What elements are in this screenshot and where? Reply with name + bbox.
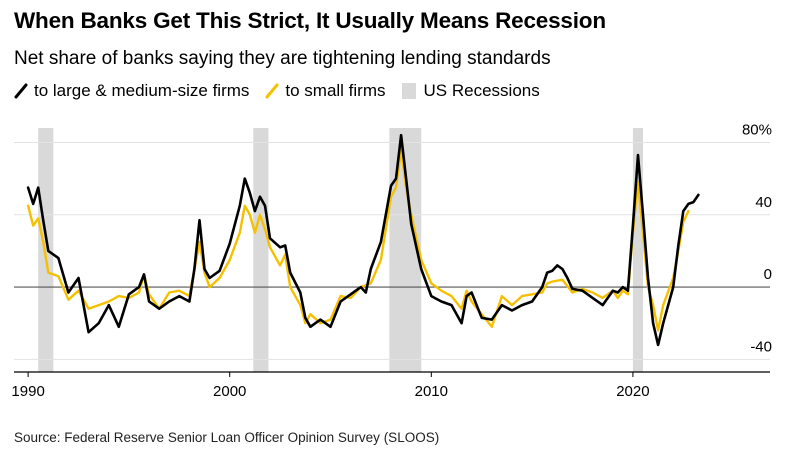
recession-band-3 bbox=[632, 128, 643, 372]
y-tick-label-40: 40 bbox=[755, 194, 772, 211]
legend-item-small-firms: to small firms bbox=[265, 81, 386, 101]
x-tick-label-2000: 2000 bbox=[213, 383, 246, 400]
chart-title: When Banks Get This Strict, It Usually M… bbox=[14, 8, 606, 33]
legend-item-recessions: US Recessions bbox=[401, 81, 540, 101]
x-tick-label-2010: 2010 bbox=[415, 383, 448, 400]
legend-swatch-small-firms bbox=[265, 83, 279, 99]
x-axis: 1990 2000 2010 2020 bbox=[11, 371, 770, 400]
recession-band-1 bbox=[253, 128, 269, 372]
chart-subtitle: Net share of banks saying they are tight… bbox=[14, 48, 551, 69]
y-tick-label-0: 0 bbox=[764, 266, 772, 283]
legend-swatch-large-firms bbox=[14, 83, 28, 99]
y-tick-label-neg40: -40 bbox=[750, 338, 772, 355]
x-tick-label-1990: 1990 bbox=[11, 383, 44, 400]
legend-label-large-firms: to large & medium-size firms bbox=[34, 81, 250, 100]
y-tick-labels: 80% 40 0 -40 bbox=[742, 121, 772, 355]
source-note: Source: Federal Reserve Senior Loan Offi… bbox=[14, 430, 440, 445]
y-tick-label-80: 80% bbox=[742, 121, 772, 138]
recession-bands bbox=[38, 128, 643, 372]
legend-swatch-recessions bbox=[401, 83, 416, 99]
legend: to large & medium-size firms to small fi… bbox=[14, 80, 556, 102]
legend-item-large-firms: to large & medium-size firms bbox=[14, 81, 249, 101]
series-lines bbox=[26, 133, 700, 347]
legend-label-recessions: US Recessions bbox=[423, 81, 540, 100]
series-line-large-firms bbox=[26, 133, 700, 347]
x-tick-label-2020: 2020 bbox=[616, 383, 649, 400]
legend-label-small-firms: to small firms bbox=[285, 81, 386, 100]
